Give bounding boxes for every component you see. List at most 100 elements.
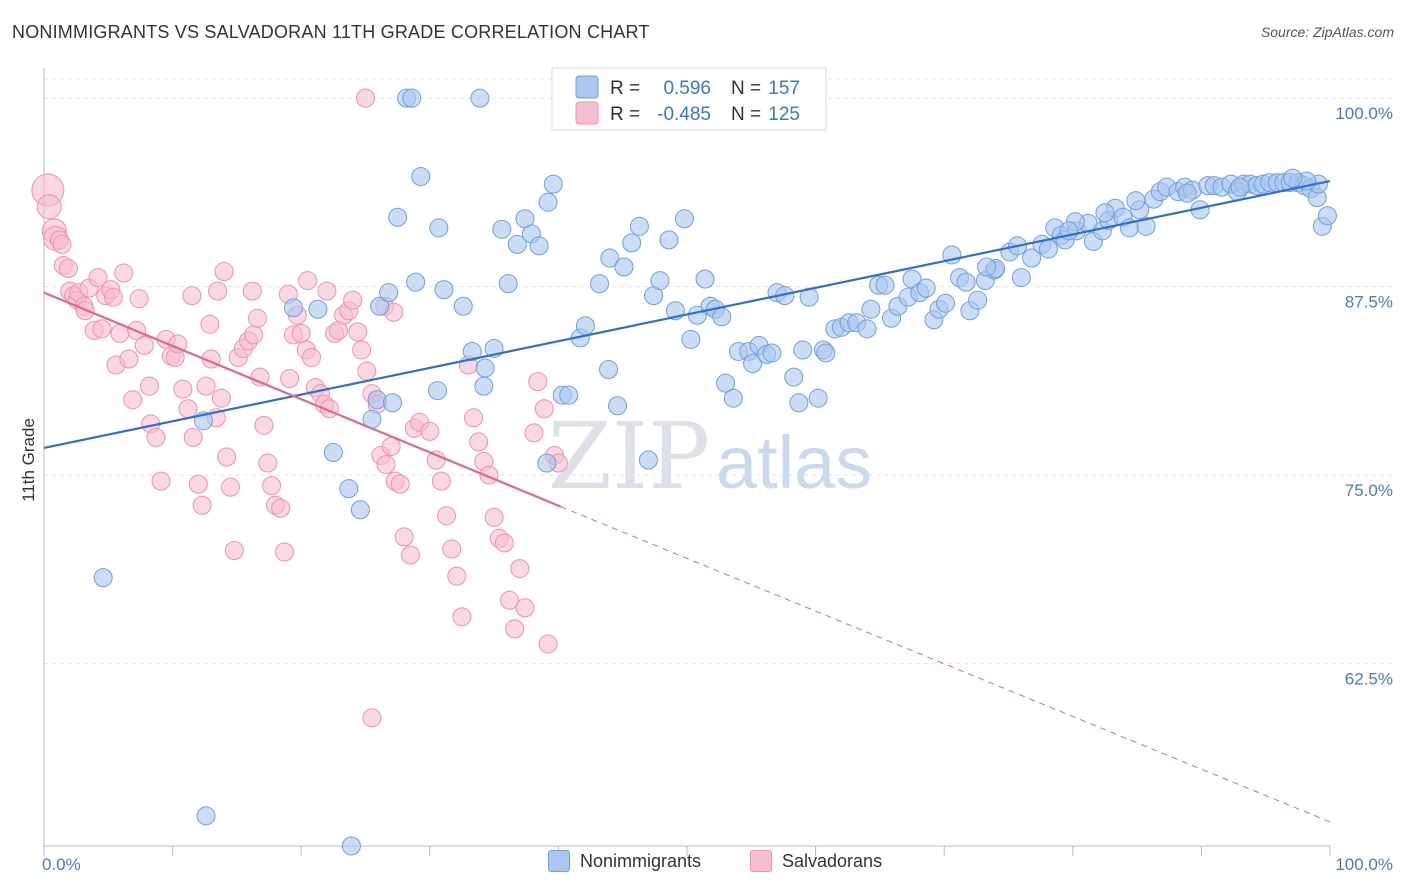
legend-n-label-2: N = — [731, 104, 761, 125]
nonimmigrant-point — [723, 388, 743, 408]
nonimmigrant-point — [575, 316, 595, 336]
salvadoran-point — [36, 194, 62, 220]
nonimmigrant-point — [1283, 168, 1303, 188]
nonimmigrant-point — [475, 358, 495, 378]
nonimmigrant-point — [462, 341, 482, 361]
nonimmigrant-point — [681, 329, 701, 349]
salvadoran-point — [58, 259, 78, 279]
salvadoran-point — [401, 545, 421, 565]
salvadoran-point — [92, 319, 112, 339]
nonimmigrant-point — [370, 296, 390, 316]
salvadoran-point — [464, 408, 484, 428]
salvadoran-point — [348, 322, 368, 342]
salvadoran-point — [258, 453, 278, 473]
y-axis-label: 11th Grade — [19, 418, 38, 502]
salvadoran-point — [538, 634, 558, 654]
x-tick-labels: 0.0% 100.0% — [42, 855, 1393, 874]
nonimmigrant-point — [650, 271, 670, 291]
salvadoran-point — [274, 542, 294, 562]
nonimmigrant-point — [323, 442, 343, 462]
salvadoran-point — [528, 372, 548, 392]
nonimmigrant-point — [429, 218, 449, 238]
salvadoran-point — [505, 619, 525, 639]
salvadoran-point — [146, 427, 166, 447]
x-tick-left: 0.0% — [42, 855, 81, 874]
nonimmigrant-point — [543, 174, 563, 194]
salvadoran-point — [442, 539, 462, 559]
salvadoran-point — [301, 347, 321, 367]
nonimmigrant-point — [716, 373, 736, 393]
y-tick-label: 62.5% — [1345, 670, 1393, 689]
legend-n-label-1: N = — [731, 78, 761, 99]
nonimmigrant-point — [308, 299, 328, 319]
y-tick-label: 87.5% — [1345, 293, 1393, 312]
nonimmigrant-point — [793, 340, 813, 360]
nonimmigrants-trend-line — [43, 180, 1331, 450]
salvadoran-point — [119, 349, 139, 369]
nonimmigrant-point — [762, 343, 782, 363]
nonimmigrant-point — [935, 293, 955, 313]
salvadoran-point — [352, 340, 372, 360]
salvadoran-point — [515, 598, 535, 618]
salvadoran-point — [469, 432, 489, 452]
nonimmigrant-point — [743, 354, 763, 374]
y-tick-labels: 100.0% 87.5% 75.0% 62.5% — [1335, 104, 1393, 688]
salvadoran-point — [426, 450, 446, 470]
nonimmigrant-point — [388, 207, 408, 227]
salvadoran-point — [376, 455, 396, 475]
nonimmigrant-point — [434, 280, 454, 300]
salvadoran-point — [356, 88, 375, 108]
salvadorans-label: Salvadorans — [782, 850, 883, 871]
x-tick-right: 100.0% — [1335, 855, 1393, 874]
trend-lines — [43, 180, 1331, 823]
legend-item-nonimmigrants: Nonimmigrants — [548, 850, 701, 872]
salvadoran-point — [254, 415, 274, 435]
salvadorans-swatch — [750, 850, 772, 872]
nonimmigrant-point — [784, 367, 804, 387]
source-label: Source: ZipAtlas.com — [1260, 24, 1394, 40]
salvadoran-point — [214, 262, 234, 282]
salvadoran-point — [271, 498, 291, 518]
nonimmigrant-point — [674, 209, 694, 229]
salvadoran-point — [123, 390, 143, 410]
nonimmigrant-point — [341, 836, 361, 856]
nonimmigrant-point — [968, 290, 988, 310]
correlation-legend: R = 0.596 N = 157 R = -0.485 N = 125 — [551, 67, 827, 131]
grid-lines — [44, 78, 1392, 665]
salvadoran-point — [362, 708, 382, 728]
y-tick-label: 75.0% — [1345, 481, 1393, 500]
salvadoran-point — [88, 268, 108, 288]
nonimmigrant-point — [339, 479, 359, 499]
nonimmigrant-point — [411, 167, 431, 187]
salvadoran-point — [114, 263, 134, 283]
salvadorans-trend-extension — [560, 506, 1331, 823]
nonimmigrant-point — [474, 376, 494, 396]
nonimmigrant-point — [875, 275, 895, 295]
watermark-atlas: atlas — [716, 421, 872, 504]
salvadoran-point — [183, 427, 203, 447]
salvadoran-point — [484, 507, 504, 527]
nonimmigrant-point — [406, 272, 426, 292]
salvadoran-point — [244, 325, 264, 345]
salvadoran-point — [298, 271, 318, 291]
nonimmigrant-point — [629, 216, 649, 236]
salvadoran-point — [139, 376, 159, 396]
chart-title: NONIMMIGRANTS VS SALVADORAN 11TH GRADE C… — [12, 22, 650, 42]
legend-r-label-1: R = — [610, 78, 640, 99]
nonimmigrant-point — [816, 343, 836, 363]
nonimmigrant-point — [196, 806, 216, 826]
nonimmigrant-point — [93, 568, 113, 588]
nonimmigrant-point — [1038, 239, 1058, 259]
nonimmigrant-point — [1126, 191, 1146, 211]
salvadoran-point — [262, 476, 282, 496]
salvadoran-point — [500, 590, 520, 610]
salvadoran-point — [280, 369, 300, 389]
nonimmigrant-point — [529, 236, 549, 256]
salvadoran-point — [431, 471, 451, 491]
legend-swatch-blue — [575, 75, 599, 99]
salvadoran-point — [250, 367, 270, 387]
nonimmigrant-point — [808, 388, 828, 408]
nonimmigrant-point — [470, 88, 490, 108]
nonimmigrant-point — [638, 450, 658, 470]
salvadoran-point — [437, 506, 457, 526]
